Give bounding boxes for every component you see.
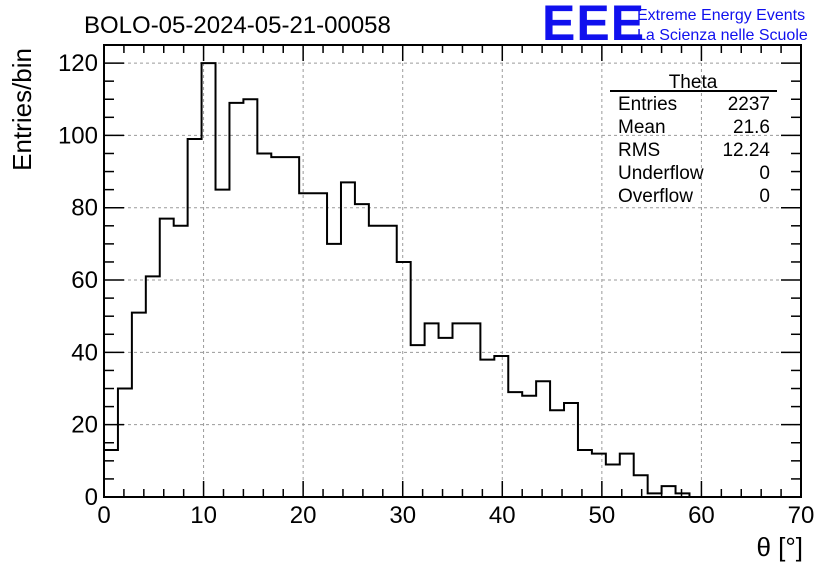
stats-row-value: 2237 bbox=[728, 94, 770, 115]
histogram-bin bbox=[578, 450, 592, 497]
x-tick-label: 60 bbox=[688, 502, 715, 529]
histogram-bin bbox=[564, 403, 578, 497]
y-tick-label: 20 bbox=[71, 412, 98, 439]
histogram-bin bbox=[285, 157, 299, 497]
histogram-bin bbox=[104, 450, 118, 497]
x-tick-label: 20 bbox=[290, 502, 317, 529]
histogram-bin bbox=[341, 182, 355, 497]
histogram-bin bbox=[606, 464, 620, 497]
histogram-bin bbox=[466, 323, 480, 497]
y-tick-label: 60 bbox=[71, 267, 98, 294]
chart-title: BOLO-05-2024-05-21-00058 bbox=[84, 12, 391, 39]
histogram-bin bbox=[397, 262, 411, 497]
y-axis-title: Entries/bin bbox=[7, 48, 37, 171]
histogram-bin bbox=[508, 392, 522, 497]
histogram-bin bbox=[188, 139, 202, 497]
histogram-bin bbox=[271, 157, 285, 497]
histogram-bin bbox=[229, 103, 243, 497]
histogram-bin bbox=[369, 226, 383, 497]
histogram-bin bbox=[383, 226, 397, 497]
histogram-bin bbox=[411, 345, 425, 497]
histogram-bin bbox=[425, 323, 439, 497]
tick-labels: 0 10 20 30 40 50 60 70 0 20 40 60 80 100 120 bbox=[58, 50, 814, 529]
stats-box: Theta Entries 2237 Mean 21.6 RMS 12.24 Underfl… bbox=[610, 72, 777, 207]
y-tick-label: 80 bbox=[71, 195, 98, 222]
histogram-bin bbox=[355, 204, 369, 497]
y-tick-label: 0 bbox=[85, 484, 98, 511]
histogram-bin bbox=[313, 193, 327, 497]
stats-row-value: 0 bbox=[759, 163, 770, 184]
x-tick-label: 70 bbox=[788, 502, 815, 529]
eee-logo: EEE Extreme Energy Events La Scienza nel… bbox=[542, 0, 808, 51]
histogram-outline bbox=[104, 62, 801, 498]
stats-title: Theta bbox=[669, 72, 718, 93]
histogram-bin bbox=[480, 360, 494, 497]
histogram-bin bbox=[299, 193, 313, 497]
stats-rows: Entries 2237 Mean 21.6 RMS 12.24 Underflow 0 Ove… bbox=[618, 94, 770, 207]
stats-row-value: 12.24 bbox=[722, 140, 770, 161]
logo-line-1: Extreme Energy Events bbox=[637, 7, 805, 24]
stats-row-label: Underflow bbox=[618, 163, 704, 184]
y-tick-label: 40 bbox=[71, 339, 98, 366]
stats-row-label: Overflow bbox=[618, 186, 693, 207]
histogram-bin bbox=[118, 389, 132, 497]
histogram-bin bbox=[174, 226, 188, 497]
histogram-bin bbox=[257, 153, 271, 497]
stats-row-value: 21.6 bbox=[733, 117, 770, 138]
x-tick-label: 30 bbox=[389, 502, 416, 529]
histogram-bin bbox=[522, 396, 536, 497]
x-tick-label: 40 bbox=[489, 502, 516, 529]
histogram-bin bbox=[494, 356, 508, 497]
x-axis-title: θ [°] bbox=[756, 532, 803, 562]
histogram-bin bbox=[132, 313, 146, 497]
stats-row-label: Entries bbox=[618, 94, 677, 115]
logo-line-2: La Scienza nelle Scuole bbox=[637, 27, 808, 44]
x-tick-label: 0 bbox=[97, 502, 110, 529]
stats-row-label: Mean bbox=[618, 117, 666, 138]
histogram-bin bbox=[439, 338, 453, 497]
plot-frame bbox=[103, 44, 802, 498]
histogram-bin bbox=[620, 454, 634, 497]
stats-row-label: RMS bbox=[618, 140, 660, 161]
x-tick-label: 10 bbox=[190, 502, 217, 529]
histogram-bin bbox=[202, 63, 216, 497]
histogram-bin bbox=[243, 99, 257, 497]
logo-mark: EEE bbox=[542, 0, 645, 51]
histogram-bin bbox=[536, 381, 550, 497]
stats-row-value: 0 bbox=[759, 186, 770, 207]
x-tick-label: 50 bbox=[589, 502, 616, 529]
grid-lines bbox=[104, 45, 801, 497]
histogram-bin bbox=[327, 244, 341, 497]
histogram-bin bbox=[662, 486, 676, 497]
histogram-bin bbox=[592, 454, 606, 497]
histogram-bin bbox=[216, 190, 230, 497]
histogram-bin bbox=[550, 410, 564, 497]
histogram-bin bbox=[146, 276, 160, 497]
histogram-bin bbox=[160, 219, 174, 497]
y-tick-label: 100 bbox=[58, 122, 98, 149]
histogram-bin bbox=[634, 475, 648, 497]
y-tick-label: 120 bbox=[58, 50, 98, 77]
histogram-bin bbox=[453, 323, 467, 497]
